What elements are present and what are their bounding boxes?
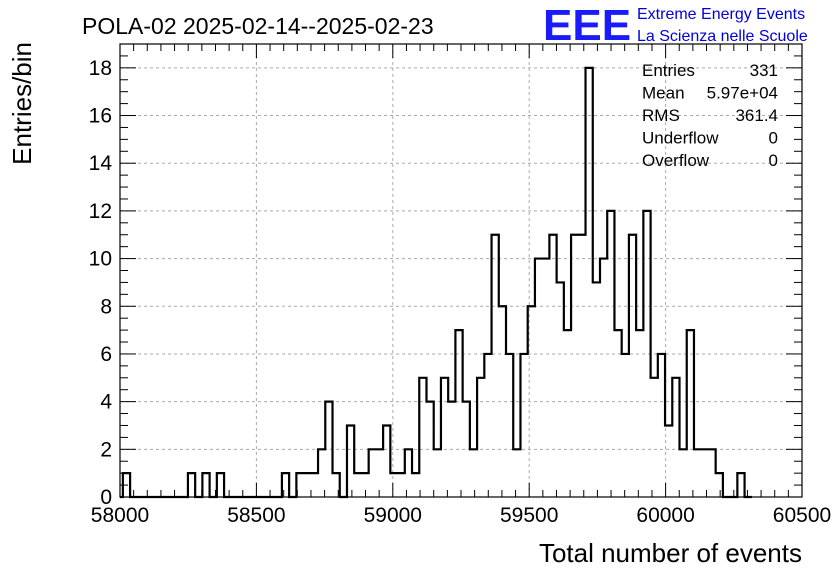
histogram-bin [564,330,571,497]
y-tick-label: 2 [100,438,112,461]
histogram-bin [311,473,318,497]
y-tick-label: 12 [89,200,112,223]
stats-label: Mean [642,84,685,103]
x-tick-label: 60500 [773,504,831,527]
stats-label: Overflow [642,151,710,170]
histogram-bin [651,378,658,497]
y-tick-label: 8 [100,295,112,318]
stats-label: Entries [642,61,695,80]
stats-label: RMS [642,106,680,125]
eee-branding: EEE Extreme Energy Events La Scienza nel… [543,1,808,50]
x-tick-label: 60000 [636,504,694,527]
histogram-bin [376,449,383,497]
eee-logo: EEE [543,1,631,50]
branding-line-1: Extreme Energy Events [637,6,805,23]
histogram-bin [304,473,311,497]
plot-frame [119,43,803,498]
histogram-bin [470,449,477,497]
y-tick-label: 0 [100,486,112,509]
histogram-bin [600,259,607,497]
x-tick-label: 58500 [227,504,285,527]
x-tick-label: 58000 [91,504,149,527]
y-tick-label: 14 [89,152,113,175]
histogram-bin [701,449,708,497]
histogram-bin [354,473,361,497]
histogram-bin [542,259,549,497]
histogram-bin [593,282,600,497]
y-tick-labels: 0 2 4 6 8 10 12 14 16 18 [89,57,113,509]
stats-label: Underflow [642,129,719,148]
y-tick-label: 18 [89,57,112,80]
stats-value: 0 [769,151,778,170]
stats-box: Entries 331 Mean 5.97e+04 RMS 361.4 Underflow 0… [642,61,778,170]
histogram-bin [434,449,441,497]
y-tick-label: 6 [100,343,112,366]
stats-value: 361.4 [735,106,778,125]
stats-value: 5.97e+04 [707,84,778,103]
y-axis-title: Entries/bin [7,42,37,165]
stats-value: 0 [769,129,778,148]
histogram-bin [694,449,701,497]
branding-line-2: La Scienza nelle Scuole [637,28,808,45]
x-axis-title: Total number of events [539,538,802,568]
histogram-bin [398,473,405,497]
y-tick-label: 16 [89,105,112,128]
histogram-bin [636,330,643,497]
x-tick-label: 59000 [364,504,422,527]
histogram-bin [665,425,672,497]
y-tick-label: 10 [89,248,112,271]
histogram-bin [614,330,621,497]
histogram-bin [578,235,585,497]
axis-ticks [119,43,803,498]
histogram-bin [622,354,629,497]
x-tick-labels: 58000 58500 59000 59500 60000 60500 [91,504,831,527]
y-tick-label: 4 [100,391,112,414]
histogram-bin [412,473,419,497]
chart-title: POLA-02 2025-02-14--2025-02-23 [82,13,434,39]
stats-value: 331 [750,61,778,80]
histogram-bin [513,449,520,497]
histogram-bin [680,449,687,497]
histogram-bin [390,473,397,497]
x-tick-label: 59500 [500,504,558,527]
grid-lines [120,44,802,497]
